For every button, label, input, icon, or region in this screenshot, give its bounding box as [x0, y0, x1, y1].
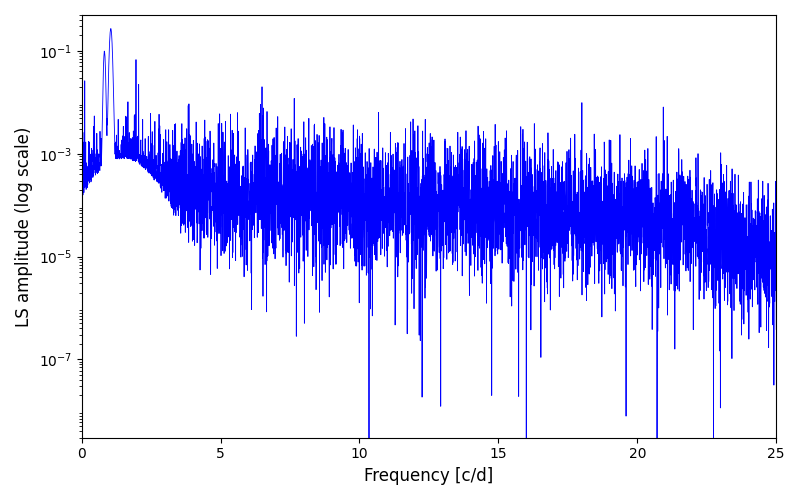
- Y-axis label: LS amplitude (log scale): LS amplitude (log scale): [15, 126, 33, 326]
- X-axis label: Frequency [c/d]: Frequency [c/d]: [364, 467, 494, 485]
